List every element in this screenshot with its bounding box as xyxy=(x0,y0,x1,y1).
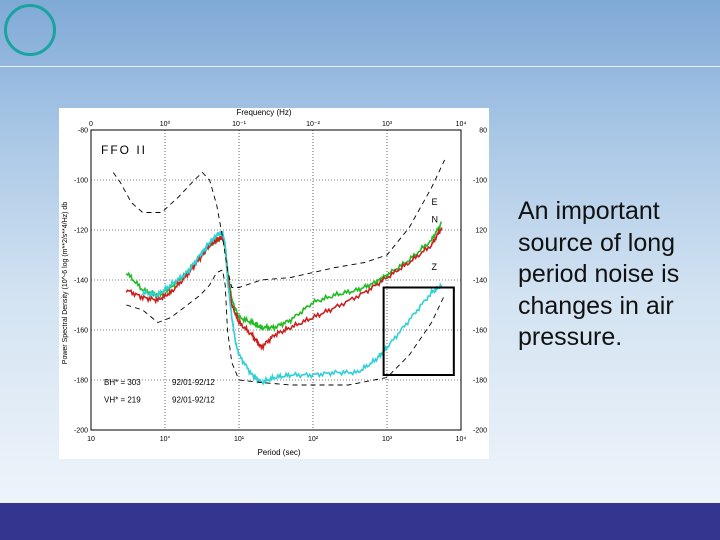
x-tick-label: 10⁴ xyxy=(456,436,467,443)
series-annotation: Z xyxy=(432,262,438,272)
x2-tick-label: 10³ xyxy=(382,121,393,128)
y-right-tick-label: 120 xyxy=(475,228,487,235)
circle-logo xyxy=(4,4,56,56)
series-annotation: N xyxy=(432,215,439,225)
x-axis-label: Period (sec) xyxy=(257,448,300,457)
highlight-box xyxy=(382,286,455,376)
y-right-tick-label: 80 xyxy=(479,128,487,135)
x2-tick-label: 10⁻² xyxy=(306,121,320,128)
y-tick-label: -80 xyxy=(78,128,88,135)
psd-series-line xyxy=(125,221,443,333)
x2-tick-label: 0 xyxy=(89,121,93,128)
annotation-layer: EN Z BH* = 303 92/01-92/12 VH* = 219 92/01-92… xyxy=(104,197,438,405)
x-tick-label: 10¹ xyxy=(234,436,245,443)
x2-tick-label: 10⁻¹ xyxy=(232,121,246,128)
chart-title: FFO II xyxy=(101,143,147,157)
y-tick-label: -100 xyxy=(74,178,88,185)
noise-model-line xyxy=(112,159,446,288)
x-tick-label: 10° xyxy=(160,435,171,443)
note-label: VH* = 219 xyxy=(104,396,141,405)
psd-chart: 10 10° 10¹ 10² 10³ 10⁴ 0 10⁰ 10⁻¹ 10⁻² 10³ 10⁴ -80 -1… xyxy=(59,108,489,459)
chart-svg: 10 10° 10¹ 10² 10³ 10⁴ 0 10⁰ 10⁻¹ 10⁻² 10³ 10⁴ -80 -1… xyxy=(62,108,487,457)
x-tick-label: 10² xyxy=(308,436,319,443)
y-tick-label: -180 xyxy=(74,378,88,385)
y-right-tick-label: -100 xyxy=(473,178,487,185)
x-tick-label: 10 xyxy=(87,436,95,443)
note-date: 92/01-92/12 xyxy=(172,396,215,405)
y-tick-label: -120 xyxy=(74,228,88,235)
tick-layer: 10 10° 10¹ 10² 10³ 10⁴ 0 10⁰ 10⁻¹ 10⁻² 10³ 10⁴ -80 -1… xyxy=(74,120,487,443)
series-annotation: E xyxy=(432,197,438,207)
slide-body-text: An important source of long period noise… xyxy=(518,197,680,351)
psd-series-line xyxy=(141,230,443,386)
note-label: BH* = 303 xyxy=(104,378,141,387)
y-right-tick-label: -180 xyxy=(473,378,487,385)
y-right-tick-label: -200 xyxy=(473,428,487,435)
x2-axis-label: Frequency (Hz) xyxy=(236,108,291,117)
plot-frame xyxy=(90,129,462,431)
psd-series-line xyxy=(125,227,443,352)
x-tick-label: 10³ xyxy=(382,436,393,443)
x2-tick-label: 10⁰ xyxy=(160,120,171,128)
note-date: 92/01-92/12 xyxy=(172,378,215,387)
x2-tick-label: 10⁴ xyxy=(456,121,467,128)
y-right-tick-label: -140 xyxy=(473,278,487,285)
series-layer xyxy=(112,159,446,386)
y-right-tick-label: -160 xyxy=(473,328,487,335)
grid-layer xyxy=(90,129,462,431)
y-tick-label: -140 xyxy=(74,278,88,285)
y-axis-label: Power Spectral Density (10^-6 log (m**2/… xyxy=(62,202,69,365)
noise-model-line xyxy=(126,269,446,386)
y-tick-label: -200 xyxy=(74,428,88,435)
footer-bar xyxy=(0,503,720,540)
header-divider xyxy=(0,66,720,67)
y-tick-label: -160 xyxy=(74,328,88,335)
